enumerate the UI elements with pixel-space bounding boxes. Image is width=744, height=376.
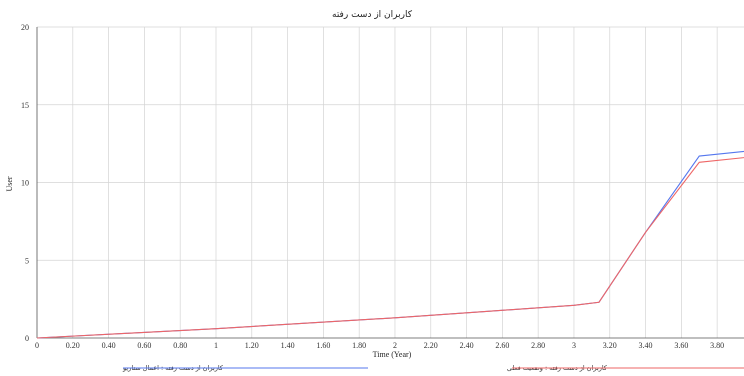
y-tick-label: 0 <box>25 334 29 343</box>
grid <box>37 26 744 338</box>
x-tick-label: 1.80 <box>352 341 366 350</box>
axes <box>36 27 744 339</box>
x-tick-label: 2.80 <box>531 341 545 350</box>
x-axis-title: Time (Year) <box>373 350 412 359</box>
y-tick-label: 15 <box>21 101 29 110</box>
y-tick-label: 20 <box>21 23 29 32</box>
x-tick-label: 3 <box>572 341 576 350</box>
x-tick-label: 3.40 <box>639 341 653 350</box>
x-tick-label: 0.40 <box>102 341 116 350</box>
x-tick-label: 0.80 <box>173 341 187 350</box>
series-group <box>36 150 744 339</box>
y-tick-label: 5 <box>25 256 29 265</box>
series-line-1 <box>36 150 744 339</box>
x-tick-label: 2.60 <box>495 341 509 350</box>
y-tick-label: 10 <box>21 179 29 188</box>
y-axis-title: User <box>5 176 14 191</box>
x-tick-label: 1.60 <box>316 341 330 350</box>
tick-labels: 0 0.20 0.40 0.60 0.80 1 1.20 1.40 1.60 1.80 2 2.20 2… <box>21 23 724 350</box>
x-tick-label: 1 <box>214 341 218 350</box>
x-tick-label: 3.60 <box>674 341 688 350</box>
x-tick-label: 2.20 <box>424 341 438 350</box>
x-tick-label: 2.40 <box>460 341 474 350</box>
x-tick-label: 3.20 <box>603 341 617 350</box>
series-line-2 <box>36 157 744 339</box>
x-tick-label: 3.80 <box>710 341 724 350</box>
chart-title: کاربران از دست رفته <box>332 10 413 20</box>
x-tick-label: 0.60 <box>137 341 151 350</box>
x-tick-label: 2 <box>393 341 397 350</box>
x-tick-label: 0.20 <box>66 341 80 350</box>
x-tick-label: 1.20 <box>245 341 259 350</box>
legend: کاربران از دست رفته : اعمال سناریو کاربرا… <box>122 364 744 372</box>
x-tick-label: 0 <box>35 341 39 350</box>
x-tick-label: 1.40 <box>281 341 295 350</box>
